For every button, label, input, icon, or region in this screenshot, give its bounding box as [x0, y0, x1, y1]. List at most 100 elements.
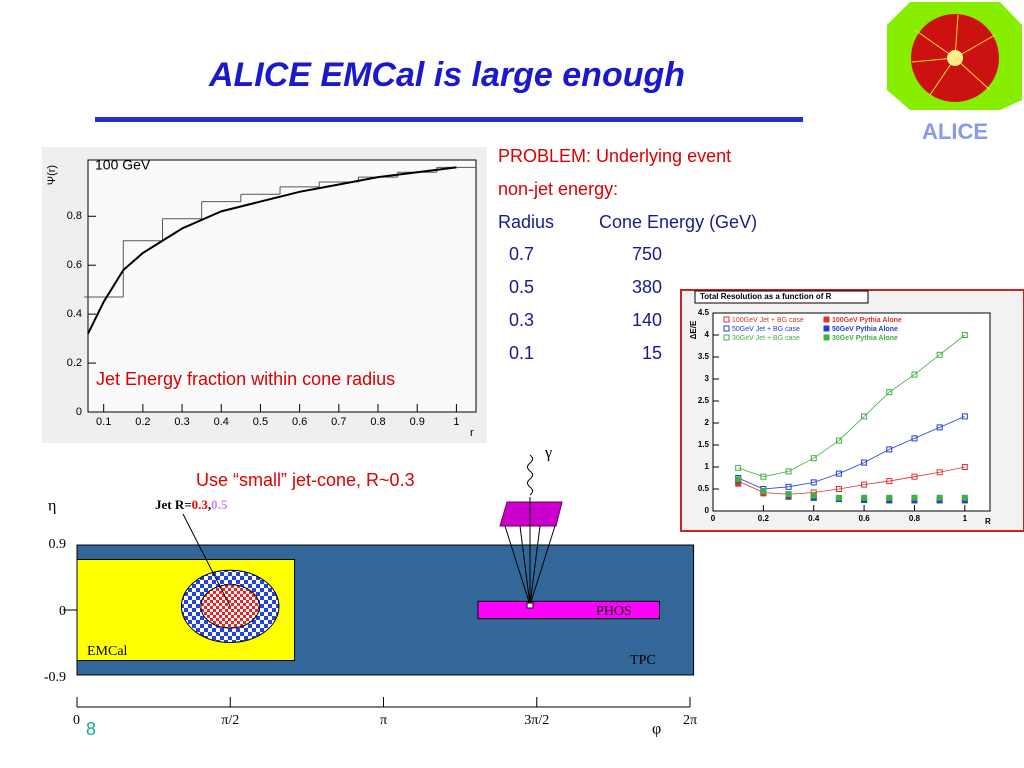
legend-label: 100 GeV: [95, 157, 151, 173]
x-tick-label: 0.4: [808, 514, 820, 523]
legend-label: 50GeV Pythia Alone: [832, 326, 898, 333]
data-point: [936, 351, 943, 358]
data-point: [835, 470, 842, 477]
jet-label-part: ,: [208, 497, 211, 512]
data-point: [861, 413, 868, 420]
table-cell: 0.5: [509, 277, 534, 297]
x-tick-label: 0.5: [253, 416, 268, 428]
table-cell: 15: [642, 343, 662, 363]
data-point: [785, 491, 792, 498]
legend-label: 100GeV Jet + BG case: [732, 317, 804, 324]
x-tick-label: 1: [453, 416, 459, 428]
data-point: [936, 424, 943, 431]
caption: Use “small” jet-cone, R~0.3: [196, 470, 415, 490]
data-point: [835, 437, 842, 444]
legend-marker: [723, 316, 730, 323]
data-point: [961, 494, 968, 501]
data-point: [810, 492, 817, 499]
x-tick-label: 0.2: [135, 416, 150, 428]
legend-marker: [823, 325, 830, 332]
y-tick-label: 0.4: [67, 308, 82, 320]
data-point: [936, 469, 943, 476]
data-point: [810, 479, 817, 486]
legend-label: 50GeV Jet + BG case: [732, 326, 800, 333]
legend-marker: [723, 334, 730, 341]
slide-number: 8: [86, 719, 96, 739]
x-tick-label: π: [380, 713, 387, 728]
data-point: [835, 486, 842, 492]
legend-marker: [823, 334, 830, 341]
data-point: [911, 371, 918, 378]
y-tick-label: -0.9: [44, 670, 66, 685]
x-tick-label: 2π: [683, 713, 697, 728]
table-header: Radius: [498, 212, 554, 232]
table-header: Cone Energy (GeV): [599, 212, 757, 232]
data-point: [911, 494, 918, 501]
data-point: [886, 389, 893, 396]
jet-cone: [200, 584, 260, 629]
data-point: [861, 494, 868, 501]
y-tick-label: 0.6: [67, 259, 82, 271]
y-tick-label: 4: [705, 330, 710, 339]
plot-frame: [87, 159, 477, 413]
jet-label-part: 0.3: [192, 497, 209, 512]
data-point: [961, 413, 968, 420]
x-tick-label: 0.3: [174, 416, 189, 428]
detector-region: [477, 600, 660, 620]
series-line: [738, 334, 966, 478]
y-tick-label: 0: [705, 506, 710, 515]
x-tick-label: 0.8: [909, 514, 921, 523]
data-point: [861, 459, 868, 466]
jet-label-part: Jet R=: [155, 497, 192, 512]
region-label: EMCal: [87, 644, 128, 659]
plot-title-box: [694, 290, 869, 304]
series-line: [738, 466, 965, 495]
y-tick-label: 0: [76, 406, 82, 418]
data-point: [760, 488, 767, 495]
y-tick-label: 2: [705, 418, 710, 427]
y-tick-label: 0.2: [67, 357, 82, 369]
plot-frame: [712, 312, 991, 512]
y-tick-label: 0.9: [49, 537, 67, 552]
x-tick-label: 1: [963, 514, 968, 523]
data-point: [961, 332, 968, 338]
x-tick-label: 0.6: [292, 416, 307, 428]
slide-title: ALICE EMCal is large enough: [208, 56, 685, 94]
data-point: [835, 494, 842, 501]
x-tick-label: 0.4: [214, 416, 229, 428]
x-axis-label: r: [470, 427, 474, 439]
table-cell: 140: [632, 310, 662, 330]
table-cell: 750: [632, 244, 662, 264]
y-tick-label: 1.5: [698, 440, 710, 449]
data-point: [861, 481, 868, 488]
data-point: [886, 446, 893, 453]
region-label: PHOS: [596, 604, 632, 619]
x-tick-label: 0: [73, 713, 80, 728]
x-tick-label: π/2: [221, 713, 239, 728]
jet-label-part: 0.5: [211, 497, 228, 512]
data-point: [785, 483, 792, 490]
jet-pointer: [182, 513, 231, 607]
table-cell: 0.1: [509, 343, 534, 363]
title-underline: [95, 117, 803, 122]
data-point: [735, 464, 742, 471]
table-cell: 380: [632, 277, 662, 297]
x-tick-label: 0.2: [758, 514, 770, 523]
data-point: [911, 435, 918, 442]
x-tick-label: 3π/2: [524, 713, 549, 728]
x-axis-label: R: [985, 517, 991, 526]
data-point: [735, 476, 742, 483]
legend-label: 30GeV Jet + BG case: [732, 335, 800, 342]
series-line: [738, 416, 965, 490]
y-tick-label: 1: [705, 462, 710, 471]
problem-line: non-jet energy:: [498, 179, 618, 199]
x-tick-label: 0.8: [370, 416, 385, 428]
x-tick-label: 0.6: [859, 514, 871, 523]
data-point: [936, 494, 943, 501]
data-point: [886, 478, 893, 485]
legend-marker: [823, 316, 830, 323]
annotation: Jet Energy fraction within cone radius: [96, 369, 395, 389]
y-tick-label: 0: [59, 604, 66, 619]
